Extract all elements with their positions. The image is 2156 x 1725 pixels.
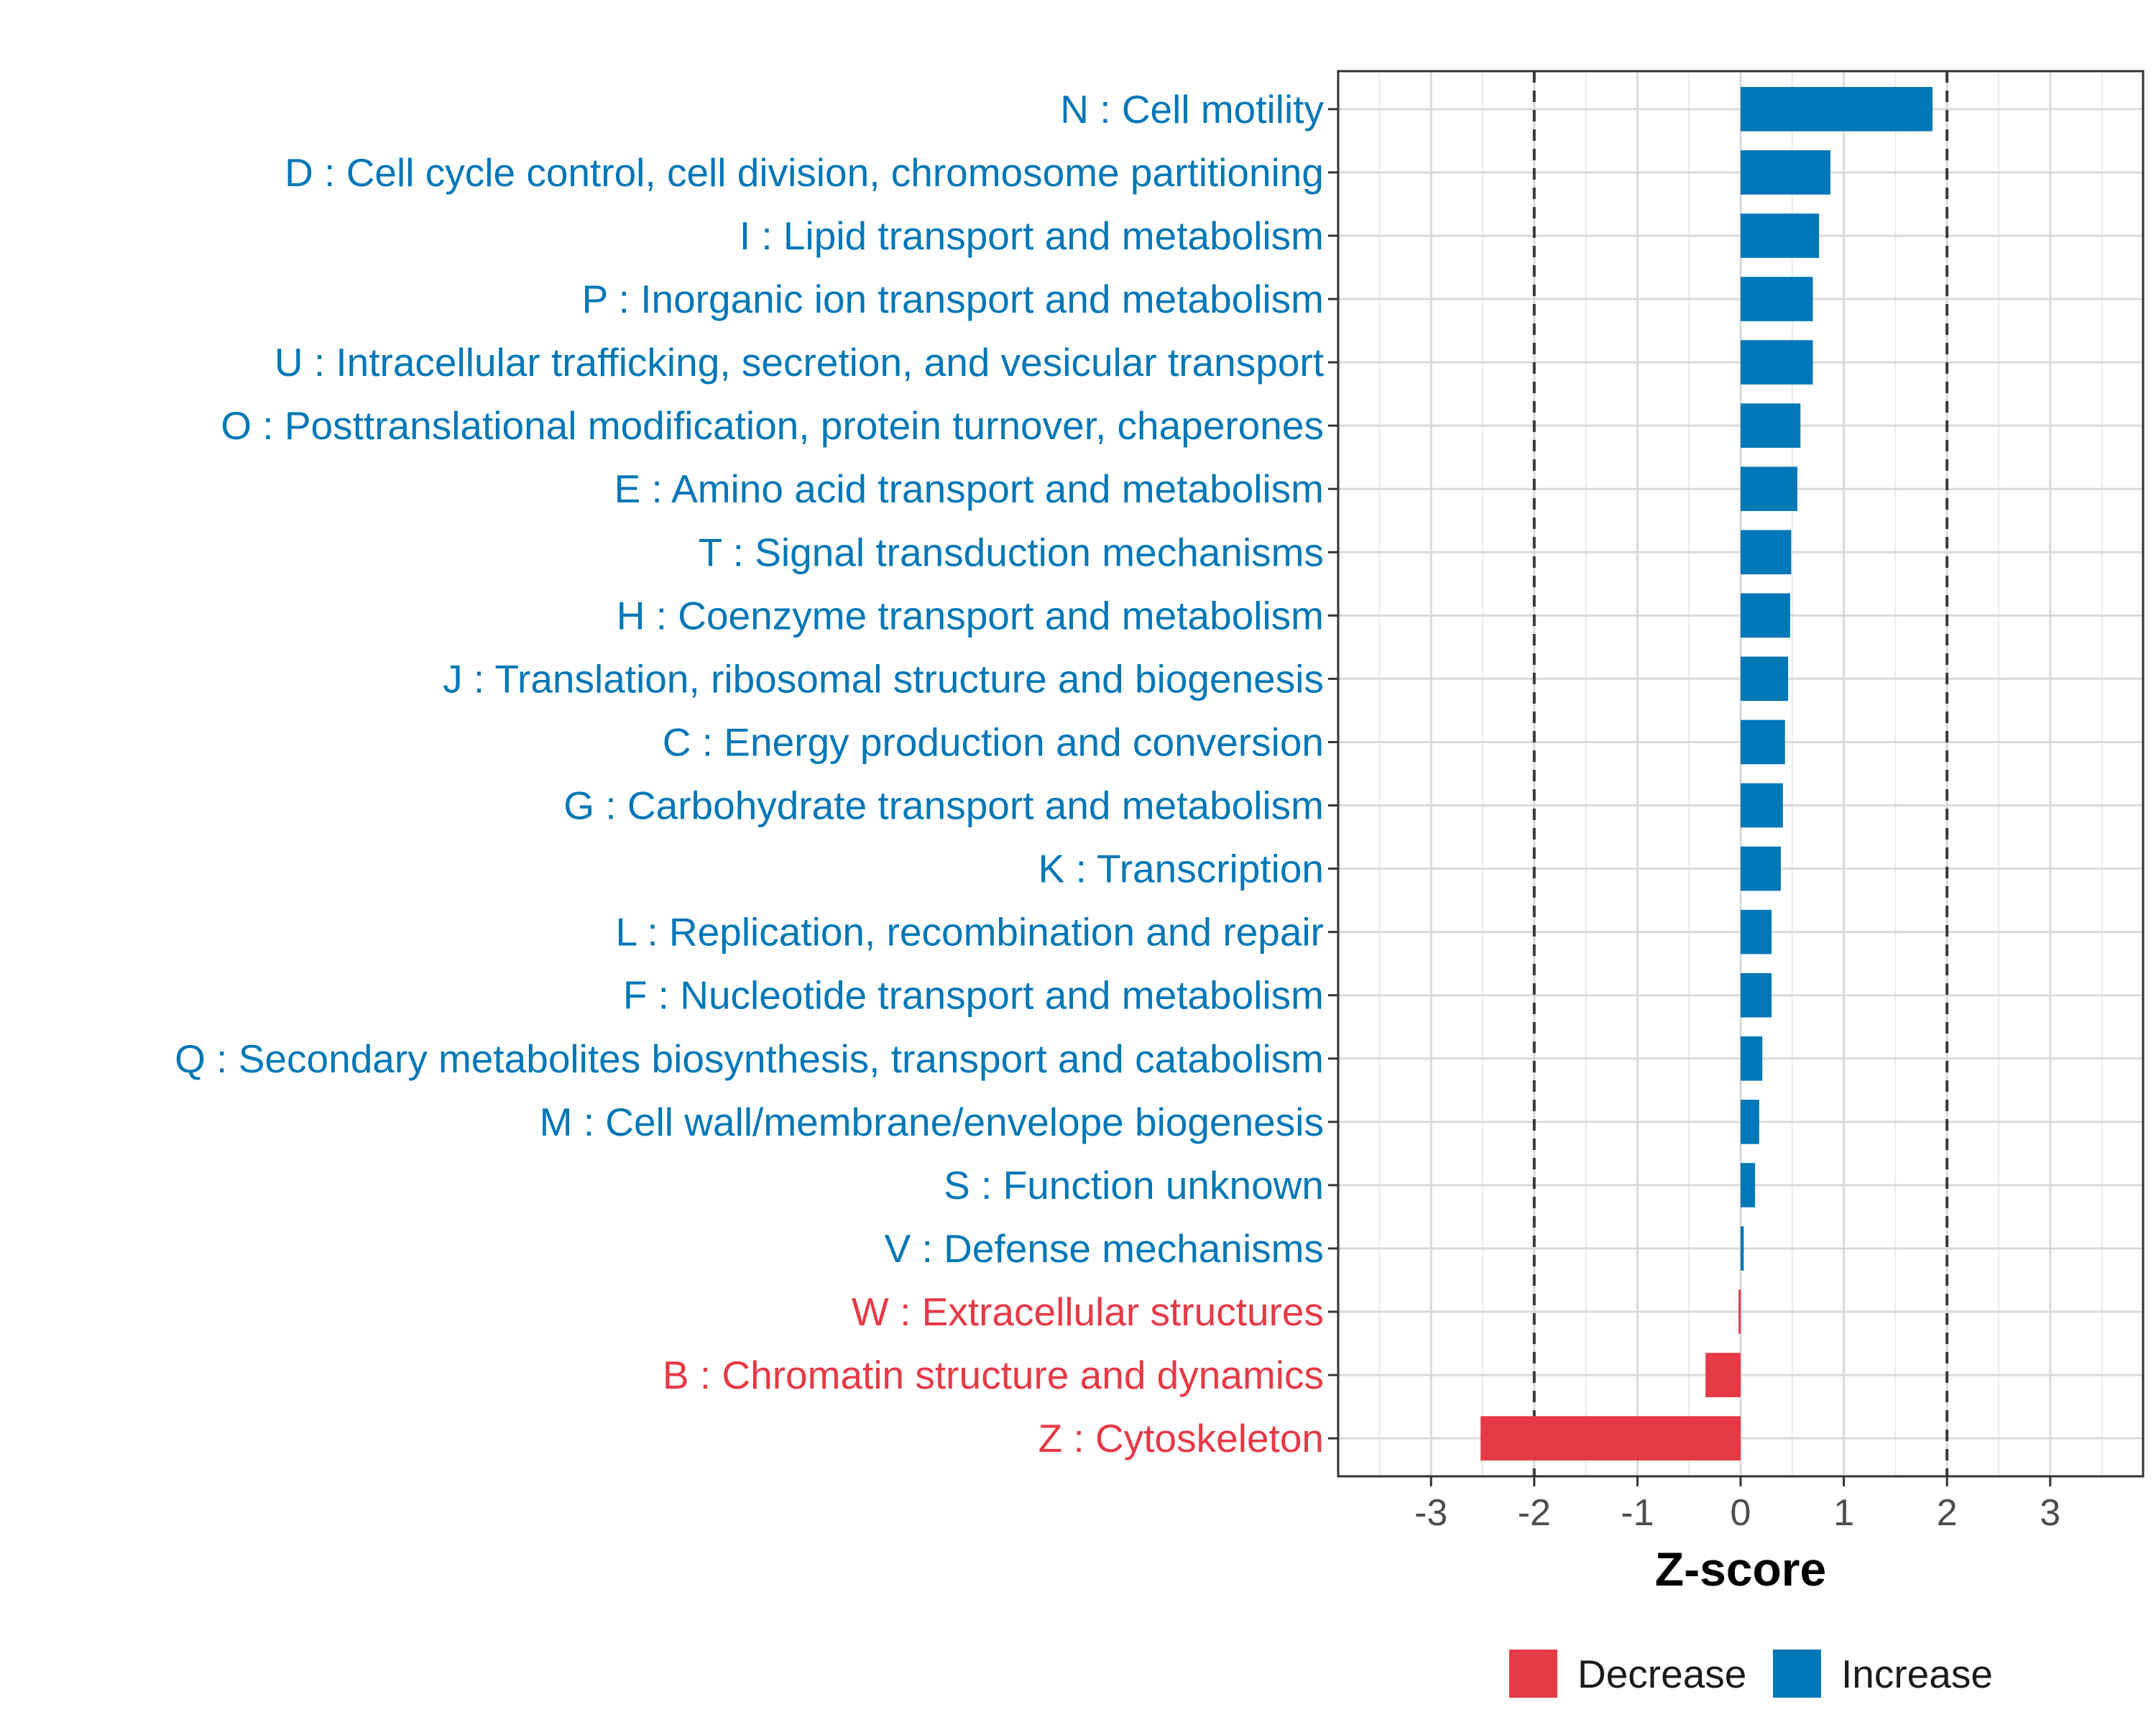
bar [1741,466,1797,512]
x-tick-label: 2 [1937,1492,1958,1534]
x-tick-label: 0 [1731,1492,1751,1534]
category-label: I : Lipid transport and metabolism [740,213,1324,258]
category-label: B : Chromatin structure and dynamics [663,1353,1324,1397]
bar [1741,972,1772,1018]
category-label: L : Replication, recombination and repai… [616,910,1324,954]
bar [1741,1036,1763,1081]
bar [1741,656,1789,702]
category-label: W : Extracellular structures [852,1289,1324,1334]
legend-label: Increase [1841,1652,1993,1696]
category-label: G : Carbohydrate transport and metabolis… [563,783,1324,828]
category-label: D : Cell cycle control, cell division, c… [285,150,1324,195]
category-label: O : Posttranslational modification, prot… [221,403,1324,448]
category-labels: N : Cell motility D : Cell cycle control,… [175,87,1324,1460]
bar [1741,593,1790,638]
bar [1705,1353,1741,1397]
x-axis-ticks: -3 -2 -1 0 1 2 3 [1414,1476,2060,1534]
y-axis-ticks [1328,108,1338,1440]
legend-key [1509,1650,1557,1698]
category-label: U : Intracellular trafficking, secretion… [275,340,1324,385]
category-label: N : Cell motility [1060,87,1324,132]
bar [1741,1226,1744,1271]
category-label: H : Coenzyme transport and metabolism [617,593,1324,638]
category-label: P : Inorganic ion transport and metaboli… [582,277,1324,321]
bar [1741,1163,1756,1208]
legend-label: Decrease [1577,1652,1746,1696]
bar [1741,213,1820,258]
bar [1741,87,1933,132]
category-label: S : Function unknown [944,1163,1324,1208]
category-label: K : Transcription [1038,847,1324,891]
bar [1741,150,1830,195]
category-label: T : Signal transduction mechanisms [699,530,1324,574]
x-tick-label: 3 [2040,1492,2060,1534]
category-label: Z : Cytoskeleton [1038,1416,1324,1460]
bar [1741,846,1781,891]
bar [1741,719,1785,765]
bar [1480,1416,1741,1460]
x-axis-title: Z-score [1655,1542,1826,1596]
bar [1741,1100,1759,1144]
category-label: J : Translation, ribosomal structure and… [443,656,1324,701]
x-tick-label: -2 [1518,1492,1551,1534]
legend-key [1773,1650,1821,1698]
bar [1741,403,1801,448]
category-label: M : Cell wall/membrane/envelope biogenes… [540,1100,1324,1144]
legend: Decrease Increase [1509,1650,1993,1698]
bars [1480,87,1933,1460]
reference-lines [1532,71,1949,1476]
category-label: Q : Secondary metabolites biosynthesis, … [175,1036,1324,1081]
bar [1738,1289,1741,1334]
bar [1741,783,1783,828]
bar [1741,909,1772,954]
category-label: C : Energy production and conversion [663,719,1324,764]
x-tick-label: -3 [1414,1492,1447,1534]
category-label: E : Amino acid transport and metabolism [614,466,1324,511]
category-label: V : Defense mechanisms [885,1226,1324,1271]
x-tick-label: -1 [1621,1492,1654,1534]
category-label: F : Nucleotide transport and metabolism [623,973,1324,1018]
x-tick-label: 1 [1833,1492,1854,1534]
bar [1741,277,1813,321]
bar [1741,340,1813,385]
bar [1741,530,1792,575]
